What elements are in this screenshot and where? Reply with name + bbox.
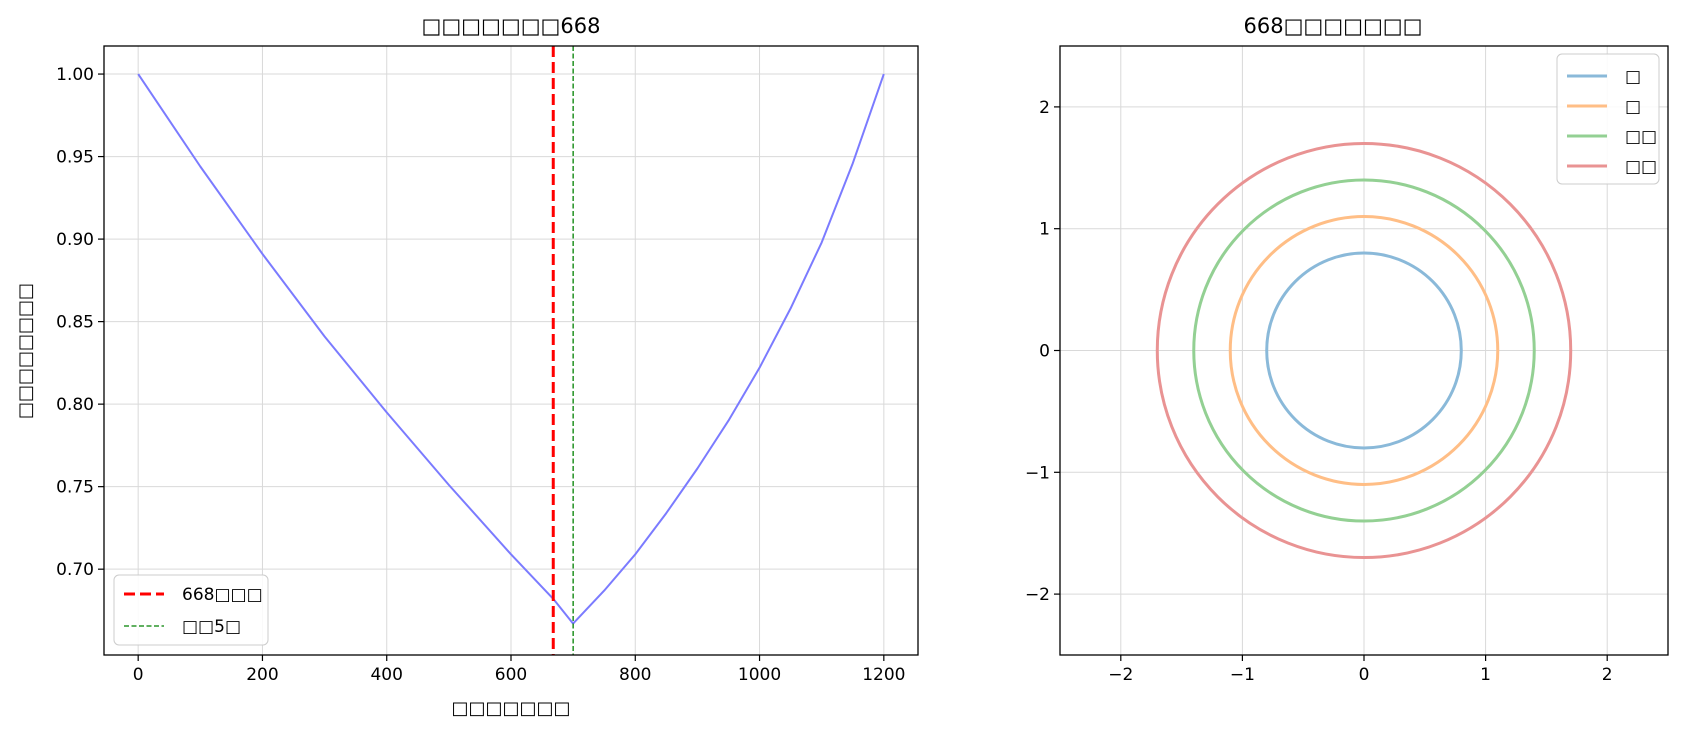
x-tick-label: 2 (1602, 665, 1613, 685)
y-tick-label: 2 (1039, 98, 1050, 118)
y-tick-label: 0.80 (56, 395, 94, 415)
x-tick-label: 1000 (738, 665, 781, 685)
chart-left-xlabel: □□□□□□□ (451, 698, 570, 719)
x-tick-label: 400 (370, 665, 402, 685)
series-line (137, 73, 885, 625)
y-tick-label: 1 (1039, 220, 1050, 240)
x-tick-label: −1 (1230, 665, 1255, 685)
legend-label-5: □□5□ (182, 617, 241, 637)
y-tick-label: 0.85 (56, 313, 94, 333)
legend-label-1: □ (1625, 67, 1641, 87)
y-tick-label: −2 (1025, 585, 1050, 605)
y-tick-label: 1.00 (56, 65, 94, 85)
circle-series-1 (1265, 251, 1463, 450)
y-tick-label: 0.90 (56, 230, 94, 250)
legend-label-4: □□ (1625, 157, 1657, 177)
circle-series-3 (1192, 178, 1536, 523)
circle-series-4 (1155, 141, 1573, 560)
chart-left-ylabel: □□□□□□□□ (15, 283, 36, 419)
chart-right-title: 668□□□□□□□ (1244, 14, 1423, 38)
x-tick-label: 200 (246, 665, 278, 685)
x-tick-label: −2 (1108, 665, 1133, 685)
x-tick-label: 0 (1359, 665, 1370, 685)
x-tick-label: 0 (133, 665, 144, 685)
y-tick-label: 0.95 (56, 148, 94, 168)
y-tick-label: −1 (1025, 463, 1050, 483)
chart-left-title: □□□□□□□668 (422, 14, 601, 38)
chart-left: □□□□□□□668 0 200 400 600 800 1000 1200 0.70 0.7… (15, 14, 919, 719)
y-tick-label: 0.70 (56, 560, 94, 580)
chart-right-legend: □□□□□□ (1556, 53, 1660, 185)
x-tick-label: 1200 (862, 665, 905, 685)
x-tick-label: 600 (495, 665, 527, 685)
x-tick-label: 800 (619, 665, 651, 685)
y-tick-label: 0.75 (56, 478, 94, 498)
x-tick-label: 1 (1480, 665, 1491, 685)
chart-left-legend: 668□□□ □□5□ (113, 574, 269, 646)
legend-label-2: □ (1625, 97, 1641, 117)
legend-label-668: 668□□□ (182, 585, 263, 605)
legend-label-3: □□ (1625, 127, 1657, 147)
circle-series-2 (1228, 215, 1500, 486)
y-tick-label: 0 (1039, 342, 1050, 362)
